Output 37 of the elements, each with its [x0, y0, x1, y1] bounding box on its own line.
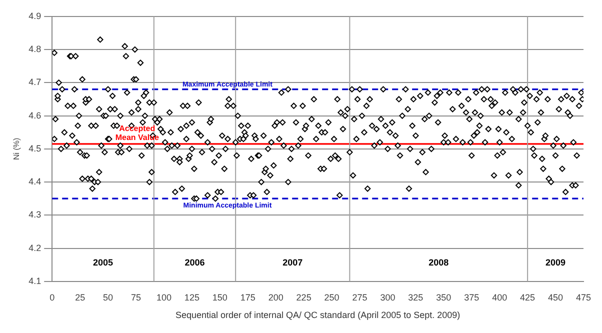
y-tick-label: 4.7: [28, 77, 42, 88]
x-tick-label: 375: [464, 292, 480, 302]
annotation: 2007: [282, 257, 303, 268]
annotation: 2005: [92, 257, 114, 268]
ref-line-label: Accepted Mean Value: [115, 124, 160, 142]
x-axis-title: Sequential order of internal QA/ QC standard (April 2005 to Sept. 2009): [175, 310, 460, 320]
x-tick-label: 175: [240, 292, 256, 302]
x-tick-label: 425: [520, 292, 536, 302]
y-tick-label: 4.6: [28, 110, 42, 120]
x-tick-label: 350: [436, 292, 452, 302]
x-tick-label: 450: [548, 292, 564, 302]
annotation: 2009: [546, 257, 566, 268]
x-tick-label: 225: [296, 292, 312, 302]
x-tick-label: 50: [103, 292, 114, 302]
y-tick-label: 4.2: [28, 242, 42, 253]
x-tick-label: 275: [352, 292, 368, 302]
y-axis-title: Ni (%): [12, 137, 22, 160]
x-tick-label: 100: [156, 292, 172, 302]
x-tick-label: 200: [268, 292, 284, 302]
annotation: 2006: [184, 257, 205, 268]
annotation: 2008: [428, 257, 449, 268]
x-tick-label: 25: [75, 292, 86, 302]
x-tick-label: 300: [380, 292, 396, 302]
x-tick-label: 125: [184, 292, 200, 302]
y-tick-label: 4.9: [28, 10, 42, 21]
x-tick-label: 400: [492, 292, 508, 302]
y-tick-label: 4.4: [28, 176, 42, 187]
x-tick-label: 0: [50, 292, 55, 302]
y-tick-label: 4.5: [28, 143, 42, 154]
x-tick-label: 150: [212, 292, 228, 302]
x-tick-label: 250: [324, 292, 340, 302]
x-tick-label: 475: [576, 292, 592, 302]
x-tick-label: 75: [131, 292, 142, 302]
y-tick-label: 4.8: [28, 44, 42, 54]
y-tick-label: 4.3: [28, 210, 42, 220]
y-tick-label: 4.1: [28, 276, 42, 286]
x-tick-label: 325: [408, 292, 424, 302]
